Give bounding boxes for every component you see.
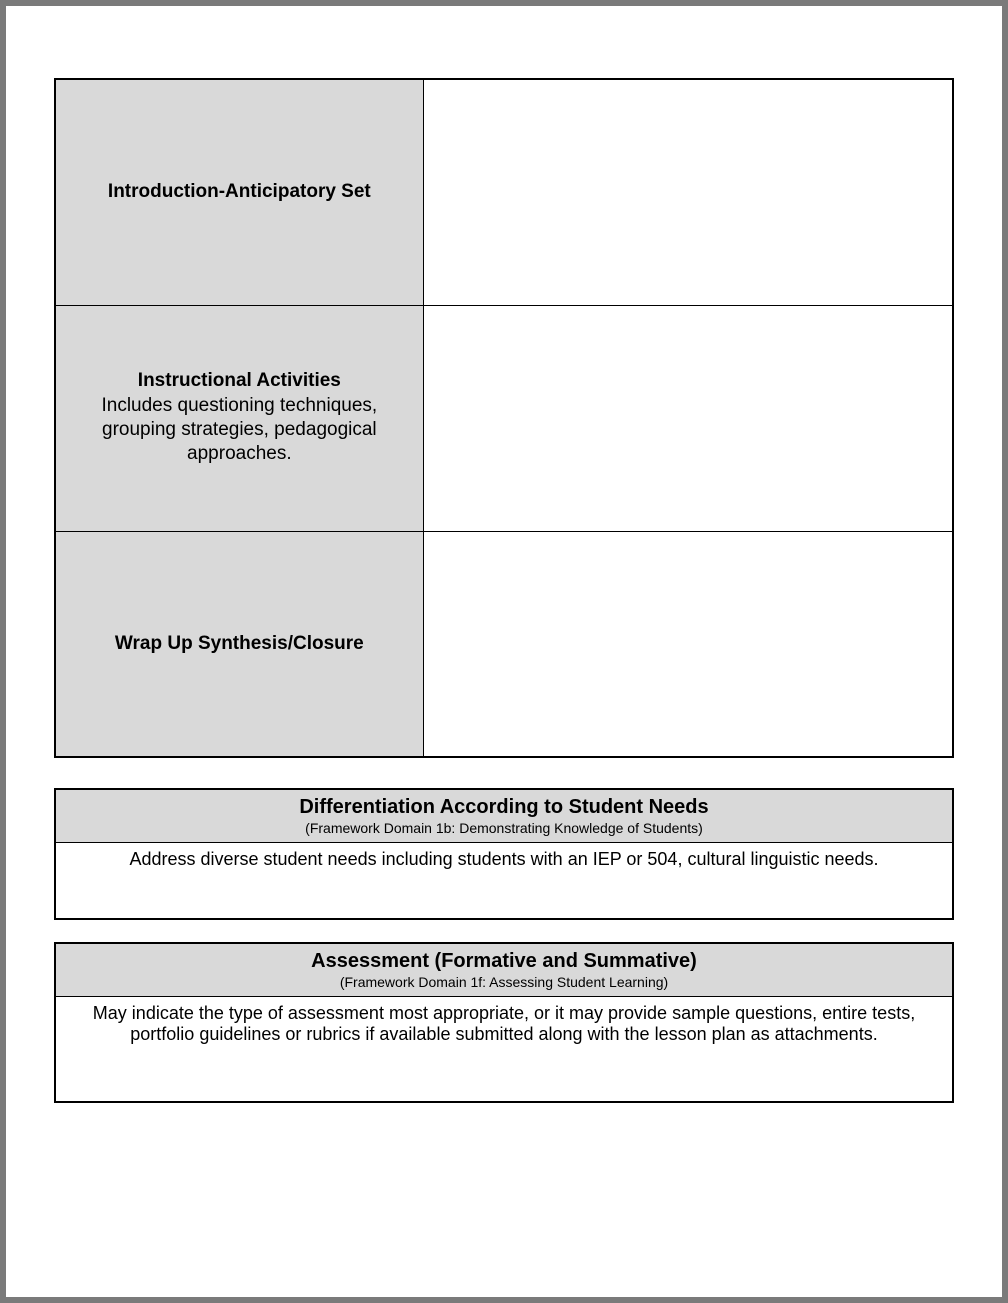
page: Introduction-Anticipatory Set Instructio…	[6, 6, 1002, 1297]
section-body-text: Address diverse student needs including …	[129, 849, 878, 869]
lesson-plan-table: Introduction-Anticipatory Set Instructio…	[54, 78, 954, 758]
section-body-text: May indicate the type of assessment most…	[93, 1003, 915, 1044]
content-cell-closure	[423, 531, 953, 757]
section-subtitle: (Framework Domain 1b: Demonstrating Know…	[66, 820, 942, 836]
table-row: Instructional Activities Includes questi…	[55, 305, 953, 531]
section-body-row: Address diverse student needs including …	[55, 843, 953, 919]
section-subtitle: (Framework Domain 1f: Assessing Student …	[66, 974, 942, 990]
section-header: Differentiation According to Student Nee…	[55, 789, 953, 843]
section-title: Assessment (Formative and Summative)	[66, 950, 942, 973]
section-header-row: Assessment (Formative and Summative) (Fr…	[55, 943, 953, 997]
table-row: Introduction-Anticipatory Set	[55, 79, 953, 305]
section-header: Assessment (Formative and Summative) (Fr…	[55, 943, 953, 997]
section-body-row: May indicate the type of assessment most…	[55, 996, 953, 1102]
table-row: Wrap Up Synthesis/Closure	[55, 531, 953, 757]
label-cell-closure: Wrap Up Synthesis/Closure	[55, 531, 423, 757]
content-cell-intro	[423, 79, 953, 305]
section-body: Address diverse student needs including …	[55, 843, 953, 919]
content-cell-activities	[423, 305, 953, 531]
assessment-section: Assessment (Formative and Summative) (Fr…	[54, 942, 954, 1104]
section-header-row: Differentiation According to Student Nee…	[55, 789, 953, 843]
label-cell-activities: Instructional Activities Includes questi…	[55, 305, 423, 531]
differentiation-section: Differentiation According to Student Nee…	[54, 788, 954, 920]
section-body: May indicate the type of assessment most…	[55, 996, 953, 1102]
label-title: Wrap Up Synthesis/Closure	[66, 633, 413, 655]
label-title: Instructional Activities	[66, 370, 413, 392]
label-cell-intro: Introduction-Anticipatory Set	[55, 79, 423, 305]
label-title: Introduction-Anticipatory Set	[66, 181, 413, 203]
section-title: Differentiation According to Student Nee…	[66, 796, 942, 819]
label-subtitle: Includes questioning techniques, groupin…	[66, 394, 413, 465]
